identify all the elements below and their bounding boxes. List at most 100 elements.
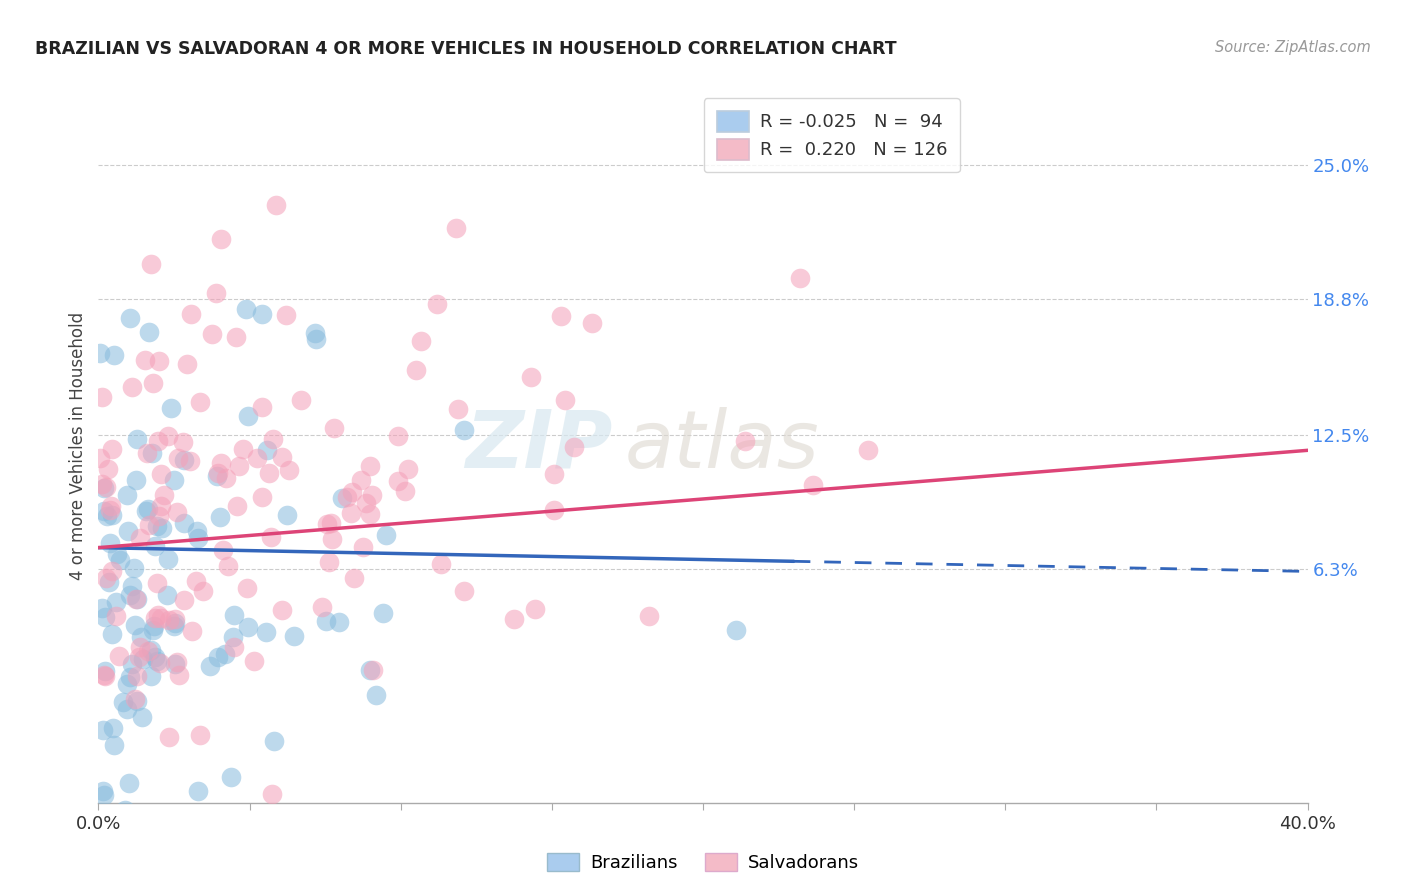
Point <box>166 505 188 519</box>
Point <box>266 198 288 212</box>
Point <box>128 531 150 545</box>
Point <box>256 442 278 457</box>
Point <box>222 630 245 644</box>
Point <box>409 334 432 349</box>
Point <box>115 488 138 502</box>
Point <box>128 640 150 655</box>
Point <box>198 659 221 673</box>
Point <box>101 442 124 456</box>
Point <box>502 612 524 626</box>
Point <box>150 521 173 535</box>
Point <box>305 332 328 346</box>
Point <box>209 232 232 246</box>
Point <box>146 654 169 668</box>
Point <box>149 656 172 670</box>
Point <box>143 650 166 665</box>
Point <box>94 610 117 624</box>
Point <box>148 354 170 368</box>
Point <box>201 327 224 342</box>
Point <box>98 574 121 589</box>
Point <box>191 584 214 599</box>
Point <box>142 376 165 390</box>
Point <box>141 446 163 460</box>
Point <box>734 434 756 448</box>
Point <box>342 571 364 585</box>
Point <box>145 539 167 553</box>
Point <box>172 435 194 450</box>
Point <box>315 614 337 628</box>
Point <box>101 627 124 641</box>
Point <box>330 491 353 505</box>
Point <box>149 499 172 513</box>
Point <box>115 677 138 691</box>
Point <box>321 516 343 530</box>
Point <box>121 657 143 672</box>
Point <box>405 363 427 377</box>
Point <box>236 409 259 423</box>
Point <box>91 601 114 615</box>
Point <box>207 649 229 664</box>
Text: BRAZILIAN VS SALVADORAN 4 OR MORE VEHICLES IN HOUSEHOLD CORRELATION CHART: BRAZILIAN VS SALVADORAN 4 OR MORE VEHICL… <box>35 40 897 58</box>
Point <box>89 346 111 360</box>
Point <box>453 584 475 599</box>
Point <box>156 588 179 602</box>
Point <box>93 723 115 738</box>
Point <box>361 488 384 502</box>
Point <box>359 508 381 522</box>
Point <box>93 789 115 803</box>
Point <box>354 496 377 510</box>
Point <box>128 650 150 665</box>
Point <box>176 358 198 372</box>
Point <box>274 308 297 322</box>
Point <box>148 434 170 448</box>
Point <box>111 695 134 709</box>
Point <box>93 481 115 495</box>
Point <box>143 611 166 625</box>
Point <box>252 400 274 414</box>
Point <box>257 466 280 480</box>
Point <box>173 516 195 531</box>
Point <box>228 458 250 473</box>
Point <box>131 709 153 723</box>
Point <box>453 423 475 437</box>
Point <box>121 578 143 592</box>
Point <box>235 581 257 595</box>
Point <box>254 624 277 639</box>
Point <box>321 533 343 547</box>
Point <box>359 459 381 474</box>
Point <box>94 480 117 494</box>
Point <box>138 518 160 533</box>
Point <box>524 602 547 616</box>
Legend: Brazilians, Salvadorans: Brazilians, Salvadorans <box>540 846 866 880</box>
Point <box>122 561 145 575</box>
Point <box>340 506 363 520</box>
Point <box>520 370 543 384</box>
Point <box>205 286 228 301</box>
Point <box>163 474 186 488</box>
Text: ZIP: ZIP <box>465 407 613 485</box>
Point <box>260 530 283 544</box>
Point <box>142 619 165 633</box>
Point <box>91 477 114 491</box>
Point <box>359 663 381 677</box>
Point <box>352 540 374 554</box>
Point <box>186 524 208 538</box>
Point <box>375 528 398 542</box>
Point <box>121 380 143 394</box>
Point <box>789 271 811 285</box>
Point <box>105 609 128 624</box>
Point <box>141 643 163 657</box>
Point <box>221 770 243 784</box>
Point <box>394 483 416 498</box>
Point <box>131 651 153 665</box>
Point <box>444 220 467 235</box>
Point <box>149 611 172 625</box>
Point <box>304 326 326 341</box>
Point <box>103 738 125 752</box>
Point <box>138 644 160 658</box>
Point <box>188 728 211 742</box>
Point <box>110 553 132 567</box>
Point <box>97 462 120 476</box>
Point <box>103 348 125 362</box>
Point <box>145 575 167 590</box>
